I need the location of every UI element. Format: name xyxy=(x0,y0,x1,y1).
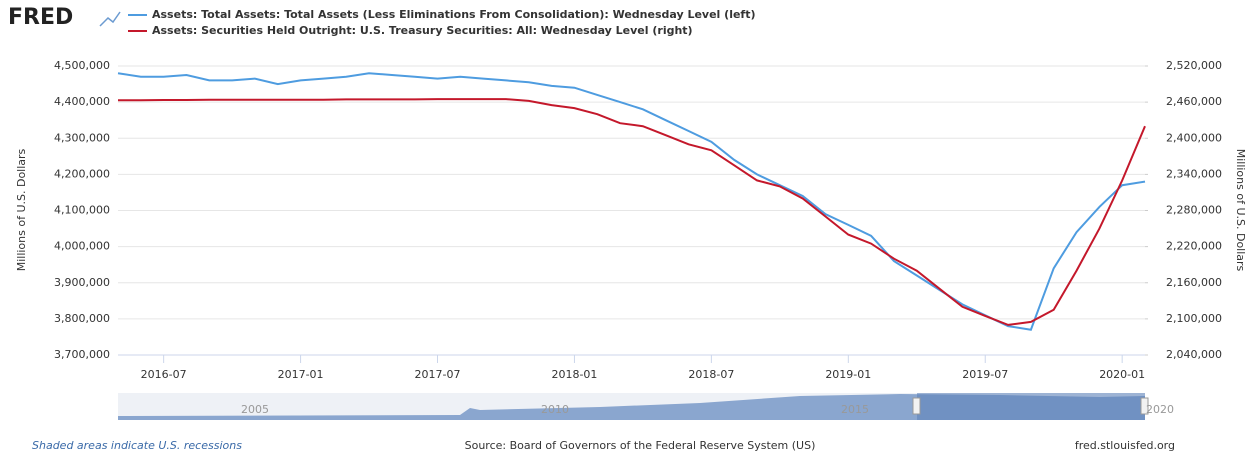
y-tick-label: 3,800,000 xyxy=(54,312,110,325)
navigator-selection xyxy=(917,393,1145,420)
y2-tick-label: 2,340,000 xyxy=(1166,167,1222,180)
navigator-label: 2015 xyxy=(841,403,869,416)
navigator-label: 2020 xyxy=(1146,403,1174,416)
y2-tick-label: 2,280,000 xyxy=(1166,204,1222,217)
x-tick-label: 2019-07 xyxy=(962,368,1008,381)
navigator-label: 2010 xyxy=(541,403,569,416)
series-line xyxy=(118,98,1146,326)
y-tick-label: 4,400,000 xyxy=(54,95,110,108)
y2-tick-label: 2,460,000 xyxy=(1166,95,1222,108)
legend-label: Assets: Total Assets: Total Assets (Less… xyxy=(152,8,756,21)
y-tick-label: 4,200,000 xyxy=(54,167,110,180)
navigator-handle[interactable] xyxy=(1140,397,1149,415)
navigator-label: 2005 xyxy=(241,403,269,416)
y-tick-label: 4,000,000 xyxy=(54,240,110,253)
logo: FRED xyxy=(8,5,73,30)
y2-tick-label: 2,160,000 xyxy=(1166,276,1222,289)
y2-tick-label: 2,040,000 xyxy=(1166,348,1222,361)
navigator-area xyxy=(118,394,1145,420)
y-axis-label: Millions of U.S. Dollars xyxy=(15,148,28,271)
y2-tick-label: 2,400,000 xyxy=(1166,131,1222,144)
legend-label: Assets: Securities Held Outright: U.S. T… xyxy=(152,24,693,37)
x-tick-label: 2018-07 xyxy=(688,368,734,381)
y2-tick-label: 2,520,000 xyxy=(1166,59,1222,72)
source: Source: Board of Governors of the Federa… xyxy=(465,439,816,452)
y2-tick-label: 2,100,000 xyxy=(1166,312,1222,325)
x-tick-label: 2016-07 xyxy=(141,368,187,381)
logo-icon xyxy=(99,11,121,27)
y-tick-label: 3,900,000 xyxy=(54,276,110,289)
y-tick-label: 4,300,000 xyxy=(54,131,110,144)
navigator-handle[interactable] xyxy=(912,397,921,415)
site[interactable]: fred.stlouisfed.org xyxy=(1075,439,1175,452)
x-tick-label: 2020-01 xyxy=(1099,368,1145,381)
x-tick-label: 2017-07 xyxy=(415,368,461,381)
y-tick-label: 4,500,000 xyxy=(54,59,110,72)
y-tick-label: 3,700,000 xyxy=(54,348,110,361)
y2-tick-label: 2,220,000 xyxy=(1166,240,1222,253)
x-tick-label: 2018-01 xyxy=(551,368,597,381)
x-tick-label: 2019-01 xyxy=(825,368,871,381)
y2-axis-label: Millions of U.S. Dollars xyxy=(1234,149,1247,272)
x-tick-label: 2017-01 xyxy=(278,368,324,381)
series-line xyxy=(117,72,1146,331)
recession-note: Shaded areas indicate U.S. recessions xyxy=(32,439,242,452)
y-tick-label: 4,100,000 xyxy=(54,204,110,217)
